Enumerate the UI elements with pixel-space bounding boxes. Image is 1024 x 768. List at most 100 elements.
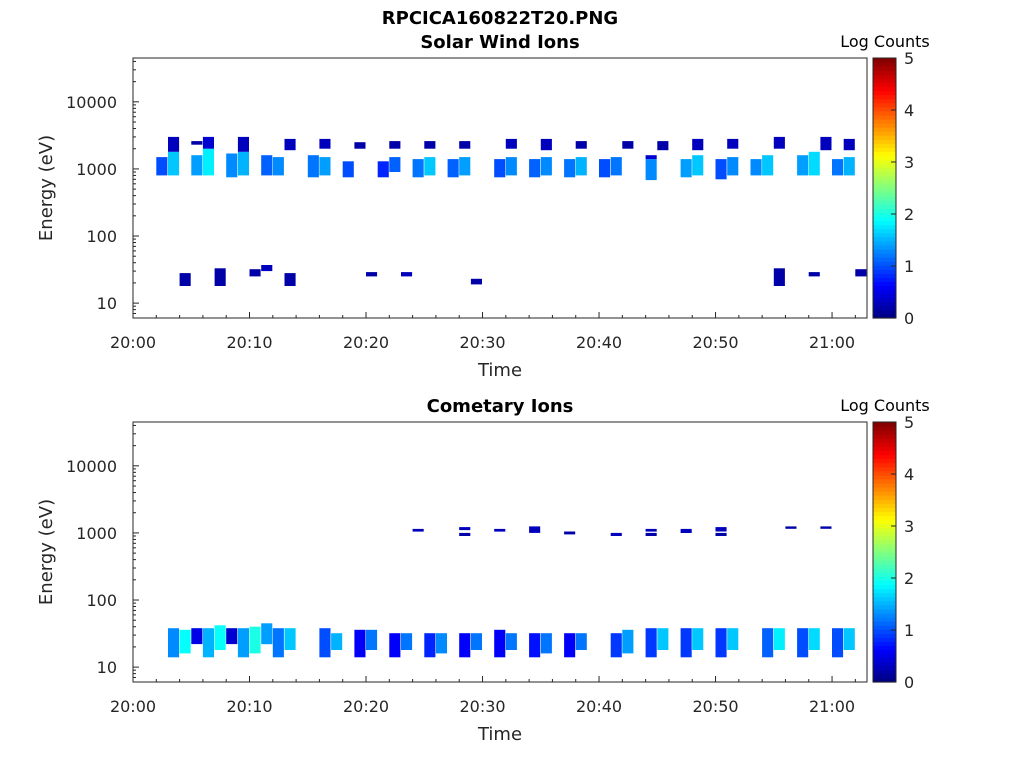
colorbar-segment [873,450,896,456]
heatmap-cell [680,628,692,658]
colorbar-segment [873,641,896,647]
colorbar-segment [873,523,896,529]
cometary-x-label: Time [477,724,522,745]
heatmap-cell [202,136,214,149]
colorbar-segment [873,106,896,112]
colorbar-segment [873,612,896,618]
heatmap-cell [459,532,471,536]
heatmap-cell [657,141,669,151]
colorbar-frame [872,57,897,319]
heatmap-cell [622,629,634,654]
heatmap-cell [237,151,249,176]
heatmap-cell [505,138,517,149]
heatmap-cell [261,155,273,176]
heatmap-cell [540,138,552,151]
heatmap-cell [645,532,657,536]
colorbar-frame [872,421,897,683]
colorbar-tick-label: 5 [904,413,914,432]
heatmap-cell [820,136,832,151]
y-tick-label: 1000 [76,160,117,179]
colorbar-segment [873,665,896,671]
colorbar-segment [873,491,896,496]
x-tick-label: 20:50 [692,333,738,352]
heatmap-cell [808,628,820,650]
colorbar-tick-label: 4 [904,101,914,120]
heatmap-cell [319,157,331,176]
solar-wind-heatmap [156,136,867,286]
colorbar-segment [873,179,896,185]
colorbar-segment [873,86,896,92]
cometary-colorbar-label: Log Counts [840,396,930,415]
heatmap-cell [855,269,867,277]
heatmap-cell [715,527,727,532]
heatmap-cell [435,633,447,654]
heatmap-cell [832,628,844,658]
colorbar-segment [873,273,896,278]
figure-title: RPCICA160822T20.PNG [382,8,618,29]
y-tick-label: 1000 [76,524,117,543]
heatmap-cell [191,155,203,176]
colorbar-segment [873,637,896,642]
colorbar-segment [873,200,896,205]
colorbar-segment [873,228,896,234]
colorbar-tick-label: 0 [904,673,914,692]
heatmap-cell [529,633,541,658]
heatmap-cell [540,633,552,654]
x-tick-label: 20:00 [110,333,156,352]
colorbar-segment [873,305,896,311]
colorbar-segment [873,466,896,472]
colorbar-segment [873,58,896,63]
colorbar-segment [873,552,896,557]
x-tick-label: 20:10 [226,333,272,352]
heatmap-cell [505,633,517,650]
heatmap-cell [401,633,413,650]
colorbar-segment [873,442,896,447]
heatmap-cell [832,159,844,176]
heatmap-cell [424,141,436,149]
heatmap-cell [179,273,191,286]
colorbar-segment [873,253,896,258]
solar-wind-colorbar: Log Counts 0 1 2 3 4 5 [840,32,930,328]
heatmap-cell [168,136,180,152]
cometary-y-ticks: 10 100 1000 10000 [66,424,139,679]
heatmap-cell [261,265,273,272]
heatmap-cell [494,629,506,658]
colorbar-segment [873,515,896,521]
colorbar-segment [873,596,896,602]
colorbar-segment [873,196,896,201]
heatmap-cell [564,531,576,535]
colorbar-segment [873,224,896,230]
heatmap-cell [622,141,634,149]
heatmap-cell [797,155,809,176]
colorbar-segment [873,98,896,104]
x-tick-label: 20:30 [459,333,505,352]
x-tick-label: 20:40 [576,697,622,716]
heatmap-cell [773,268,785,286]
colorbar-segment [873,175,896,181]
heatmap-cell [424,157,436,176]
colorbar-segment [873,482,896,488]
heatmap-cell [424,633,436,658]
colorbar-segment [873,277,896,283]
heatmap-cell [785,526,797,529]
heatmap-cell [191,141,203,145]
heatmap-cell [843,628,855,650]
heatmap-cell [261,623,273,645]
colorbar-segment [873,212,896,218]
colorbar-segment [873,159,896,165]
colorbar-segment [873,114,896,120]
colorbar-segment [873,78,896,83]
colorbar-segment [873,183,896,189]
colorbar-segment [873,313,896,319]
heatmap-cell [692,628,704,650]
heatmap-cell [249,626,261,654]
heatmap-cell [319,138,331,149]
x-tick-label: 21:00 [809,333,855,352]
heatmap-cell [820,526,832,529]
colorbar-segment [873,474,896,480]
colorbar-segment [873,535,896,541]
colorbar-segment [873,74,896,79]
colorbar-segment [873,82,896,88]
